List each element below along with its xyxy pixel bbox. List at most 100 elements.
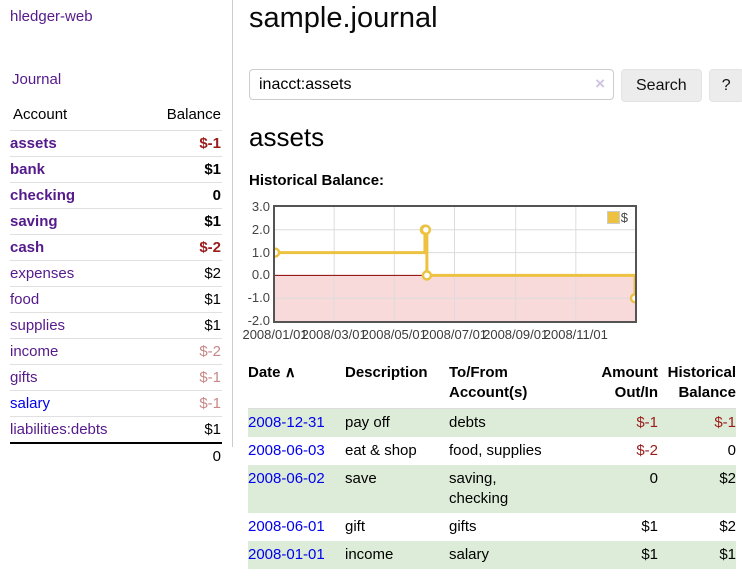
transaction-amount: $-2	[636, 442, 658, 459]
y-axis-tick-label: 1.0	[251, 244, 270, 260]
accounts-total-row: 0	[10, 442, 222, 469]
account-link-expenses[interactable]: expenses	[10, 265, 75, 282]
account-balance: $-1	[145, 390, 222, 417]
transaction-accounts: debts	[449, 408, 586, 437]
transaction-historical-balance: $2	[719, 518, 736, 535]
y-axis-tick-label: -2.0	[247, 313, 270, 328]
transaction-row[interactable]: 2008-06-02 save saving, checking 0 $2	[248, 465, 736, 513]
transaction-row[interactable]: 2008-12-31 pay off debts $-1 $-1	[248, 408, 736, 437]
transaction-date-link[interactable]: 2008-06-03	[248, 442, 325, 459]
transaction-amount: 0	[586, 465, 658, 513]
account-balance: $1	[145, 208, 222, 235]
account-link-liabilities-debts[interactable]: liabilities:debts	[10, 421, 108, 438]
register-header-row: Date ∧ Description To/From Account(s) Amo…	[248, 361, 736, 409]
account-link-salary[interactable]: salary	[10, 395, 51, 412]
account-row: income $-2	[10, 338, 222, 365]
register-header-historical: Historical Balance	[658, 361, 736, 409]
transaction-historical-balance: $-1	[658, 408, 736, 437]
transaction-historical-balance: $1	[658, 541, 736, 569]
search-bar: × Search ?	[249, 69, 742, 102]
search-input[interactable]	[249, 69, 614, 100]
search-button[interactable]: Search	[621, 69, 702, 102]
account-link-food[interactable]: food	[10, 291, 40, 308]
transaction-description: income	[345, 541, 449, 569]
sidebar: hledger-web Journal Account Balance asse…	[0, 0, 233, 469]
x-axis-tick-label: 2008/11/01	[543, 327, 608, 342]
transaction-date-link[interactable]: 2008-12-31	[248, 414, 325, 431]
account-heading: assets	[249, 122, 325, 152]
chart-plot-area: $	[273, 205, 637, 323]
account-link-cash[interactable]: cash	[10, 239, 45, 256]
transaction-date-link[interactable]: 2008-06-01	[248, 518, 325, 535]
account-link-saving[interactable]: saving	[10, 213, 58, 230]
account-balance: $1	[145, 312, 222, 339]
account-balance: $-2	[145, 338, 222, 365]
account-row: liabilities:debts $1	[10, 416, 222, 443]
account-link-bank[interactable]: bank	[10, 161, 46, 178]
main-content: sample.journal × Search ? assets Histori…	[242, 0, 742, 582]
transaction-row[interactable]: 2008-06-01 gift gifts $1 $2	[248, 513, 736, 541]
account-row: salary $-1	[10, 390, 222, 417]
account-balance: $-1	[145, 130, 222, 157]
x-axis-tick-label: 2008/05/01	[361, 327, 427, 342]
register-header-description: Description	[345, 361, 449, 409]
transaction-amount: $-1	[586, 408, 658, 437]
account-balance: $1	[145, 156, 222, 183]
transaction-row[interactable]: 2008-06-03 eat & shop food, supplies $-2 0	[248, 437, 736, 465]
account-balance: 0	[145, 182, 222, 209]
account-link-gifts[interactable]: gifts	[10, 369, 38, 386]
chart-legend: $	[606, 210, 628, 225]
legend-swatch-icon	[606, 211, 620, 224]
transaction-accounts: food, supplies	[449, 442, 542, 459]
register-header-date[interactable]: Date ∧	[248, 361, 345, 409]
account-row: saving $1	[10, 208, 222, 235]
account-row: checking 0	[10, 182, 222, 209]
transaction-date-link[interactable]: 2008-01-01	[248, 546, 325, 563]
chart-canvas	[275, 207, 635, 321]
x-axis-tick-label: 2008/07/01	[421, 327, 488, 342]
search-help-button[interactable]: ?	[708, 69, 742, 102]
account-row: cash $-2	[10, 234, 222, 261]
account-link-supplies[interactable]: supplies	[10, 317, 66, 334]
transaction-row[interactable]: 2008-01-01 income salary $1 $1	[248, 541, 736, 569]
account-row: food $1	[10, 286, 222, 313]
x-axis-tick-label: 2008/09/01	[483, 327, 549, 342]
x-axis-tick-label: 2008/01/01	[242, 327, 308, 342]
account-row: supplies $1	[10, 312, 222, 339]
account-balance: $2	[145, 260, 222, 287]
y-axis-tick-label: 0.0	[251, 267, 270, 283]
brand-link[interactable]: hledger-web	[10, 8, 93, 25]
clear-search-icon[interactable]: ×	[595, 74, 605, 93]
transaction-date-link[interactable]: 2008-06-02	[248, 470, 325, 487]
chart-title: Historical Balance:	[249, 172, 385, 189]
register-header-amount: Amount Out/In	[586, 361, 658, 409]
transaction-description: gift	[345, 518, 366, 535]
transaction-accounts: saving, checking	[449, 465, 586, 513]
transaction-historical-balance: $2	[658, 465, 736, 513]
transaction-description: pay off	[345, 408, 449, 437]
transaction-amount: $1	[641, 518, 658, 535]
y-axis-tick-label: 3.0	[251, 199, 270, 214]
account-row: bank $1	[10, 156, 222, 183]
sidebar-item-journal[interactable]: Journal	[12, 71, 62, 88]
account-row: assets $-1	[10, 130, 222, 157]
account-link-assets[interactable]: assets	[10, 135, 57, 152]
accounts-table: Account Balance assets $-1 bank $1 checking 0…	[10, 103, 222, 469]
page-title: sample.journal	[249, 2, 438, 34]
transaction-accounts: gifts	[449, 518, 477, 535]
transaction-historical-balance: 0	[727, 442, 736, 459]
historical-balance-chart: 3.0 2.0 1.0 0.0 -1.0 -2.0 $ 2008/01/01 2008/03…	[242, 198, 742, 346]
account-balance: $1	[145, 286, 222, 313]
account-row: gifts $-1	[10, 364, 222, 391]
transaction-description: eat & shop	[345, 442, 417, 459]
accounts-header-balance: Balance	[166, 106, 221, 123]
accounts-total-value: 0	[145, 442, 222, 469]
sort-ascending-icon[interactable]: ∧	[284, 364, 296, 381]
register-table: Date ∧ Description To/From Account(s) Amo…	[248, 361, 736, 569]
account-link-checking[interactable]: checking	[10, 187, 76, 204]
transaction-accounts: salary	[449, 541, 586, 569]
account-balance: $-2	[145, 234, 222, 261]
account-balance: $-1	[145, 364, 222, 391]
account-link-income[interactable]: income	[10, 343, 59, 360]
legend-label: $	[620, 210, 628, 225]
